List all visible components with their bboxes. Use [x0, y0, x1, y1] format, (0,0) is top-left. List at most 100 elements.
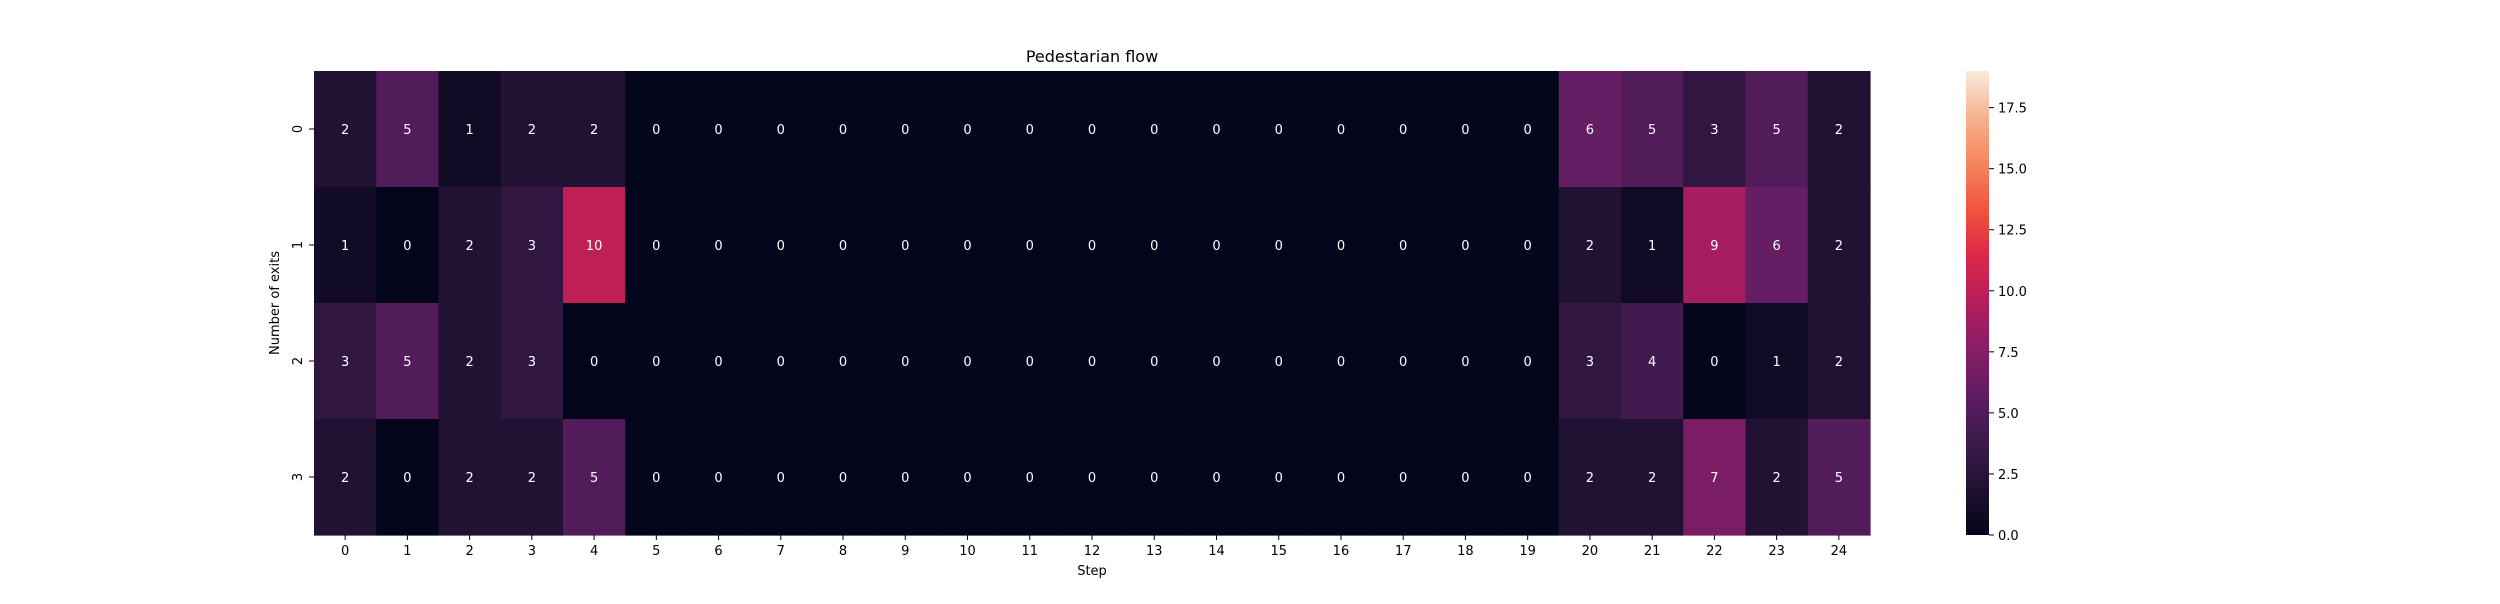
heatmap-cell [998, 187, 1062, 304]
heatmap-cell [936, 303, 1000, 420]
cell-value-label: 0 [901, 239, 909, 254]
cell-value-label: 0 [403, 239, 411, 254]
x-tick-label: 3 [528, 544, 536, 559]
cell-value-label: 0 [1337, 123, 1345, 138]
heatmap-cell [1807, 303, 1871, 420]
heatmap-cell [314, 187, 377, 304]
cell-value-label: 0 [1461, 123, 1469, 138]
cell-value-label: 3 [1710, 123, 1718, 138]
cell-value-label: 3 [341, 355, 349, 370]
cell-value-label: 0 [1399, 471, 1407, 486]
cell-value-label: 0 [1337, 239, 1345, 254]
cell-value-label: 0 [1399, 239, 1407, 254]
heatmap-cell [874, 187, 937, 304]
heatmap-cell [749, 303, 813, 420]
x-tick-label: 12 [1084, 544, 1101, 559]
heatmap-cell [811, 71, 875, 188]
heatmap-cell [1434, 71, 1498, 188]
heatmap-cell [625, 71, 689, 188]
heatmap-cell [749, 187, 813, 304]
cell-value-label: 0 [652, 123, 660, 138]
cell-value-label: 5 [403, 355, 411, 370]
colorbar-gradient [1966, 71, 1989, 535]
cell-value-label: 0 [652, 471, 660, 486]
y-tick-label: 0 [291, 125, 306, 133]
heatmap-cell [438, 303, 502, 420]
cell-value-label: 0 [1461, 355, 1469, 370]
cell-value-label: 3 [528, 355, 536, 370]
x-tick-label: 5 [652, 544, 660, 559]
heatmap-cell [314, 71, 377, 188]
cell-value-label: 3 [1586, 355, 1594, 370]
cell-value-label: 6 [1586, 123, 1594, 138]
cell-value-label: 2 [465, 355, 473, 370]
cell-value-label: 4 [1648, 355, 1656, 370]
colorbar-tick-label: 15.0 [1998, 163, 2027, 178]
heatmap-cell [1372, 71, 1435, 188]
cell-value-label: 0 [1337, 355, 1345, 370]
heatmap-cell [314, 303, 377, 420]
heatmap-cell [1372, 187, 1435, 304]
heatmap-cell [1558, 71, 1622, 188]
heatmap-cell [1621, 187, 1684, 304]
heatmap-cell [811, 303, 875, 420]
y-tick-label: 1 [291, 241, 306, 249]
heatmap-cell [687, 419, 751, 536]
x-axis-ticks: 0 1 2 3 4 5 6 7 8 9 10 11 12 13 14 15 16 17 18 19 20 21 22 23 24 [341, 535, 1847, 559]
heatmap-cell [376, 303, 440, 420]
cell-value-label: 0 [714, 123, 722, 138]
cell-value-label: 2 [341, 123, 349, 138]
cell-value-label: 0 [1524, 239, 1532, 254]
cell-value-label: 0 [1275, 123, 1283, 138]
cell-value-label: 7 [1710, 471, 1718, 486]
cell-value-label: 0 [839, 123, 847, 138]
heatmap-cell [749, 419, 813, 536]
cell-value-label: 2 [590, 123, 598, 138]
cell-value-label: 0 [1275, 355, 1283, 370]
heatmap-cell [687, 303, 751, 420]
cell-value-label: 0 [1212, 471, 1220, 486]
cell-value-label: 0 [652, 355, 660, 370]
cell-value-label: 0 [714, 355, 722, 370]
colorbar-tick-label: 0.0 [1998, 529, 2019, 544]
heatmap-cell [1309, 303, 1373, 420]
cell-value-label: 2 [1835, 123, 1843, 138]
heatmap-cell [1558, 187, 1622, 304]
heatmap-cell [1185, 303, 1249, 420]
cell-value-label: 0 [1088, 123, 1096, 138]
x-tick-label: 16 [1333, 544, 1350, 559]
cell-value-label: 0 [590, 355, 598, 370]
cell-value-label: 2 [465, 471, 473, 486]
colorbar: 0.0 2.5 5.0 7.5 10.0 12.5 15.0 17.5 [1966, 71, 2027, 544]
cell-value-label: 0 [1150, 471, 1158, 486]
heatmap-cell [1372, 303, 1435, 420]
heatmap-cell [1683, 303, 1747, 420]
heatmap-cell [1807, 187, 1871, 304]
heatmap-cell [1060, 419, 1124, 536]
cell-value-label: 0 [963, 239, 971, 254]
cell-value-label: 3 [528, 239, 536, 254]
heatmap-cell [438, 187, 502, 304]
x-axis-label: Step [1077, 564, 1107, 579]
cell-value-label: 0 [963, 471, 971, 486]
cell-value-label: 0 [1461, 471, 1469, 486]
heatmap-cell [998, 303, 1062, 420]
heatmap-cell [1745, 303, 1809, 420]
cell-value-label: 2 [1835, 239, 1843, 254]
heatmap-cell [1745, 187, 1809, 304]
cell-value-label: 0 [1026, 123, 1034, 138]
heatmap-cell [438, 419, 502, 536]
heatmap-cell [500, 419, 564, 536]
heatmap-cell [376, 187, 440, 304]
heatmap-cell [1434, 187, 1498, 304]
cell-value-label: 1 [1772, 355, 1780, 370]
cell-value-label: 1 [1648, 239, 1656, 254]
heatmap-cell [936, 187, 1000, 304]
x-tick-label: 15 [1270, 544, 1287, 559]
heatmap-cell [998, 419, 1062, 536]
cell-value-label: 0 [1337, 471, 1345, 486]
cell-value-label: 0 [403, 471, 411, 486]
heatmap-cell [1185, 419, 1249, 536]
heatmap-cell [1123, 303, 1186, 420]
heatmap-cells [314, 71, 1871, 536]
